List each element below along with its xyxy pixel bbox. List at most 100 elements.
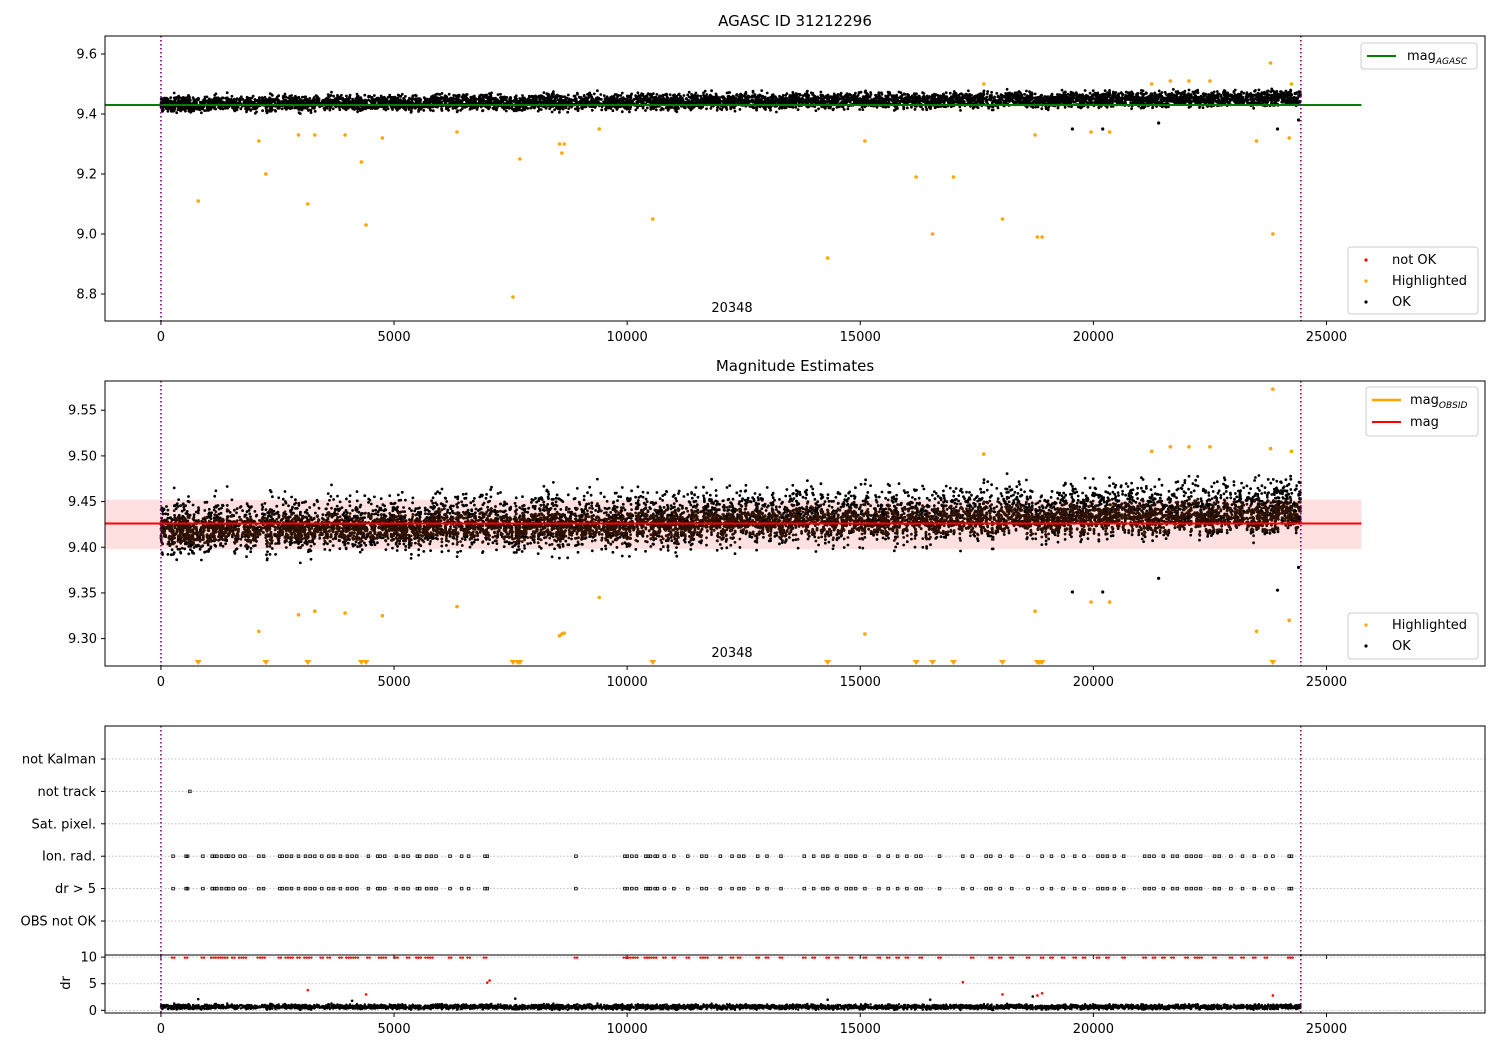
flags-category-label: not track: [37, 785, 96, 800]
flags-flag-point: [1026, 854, 1030, 858]
flags-flag-point: [886, 854, 890, 858]
flags-flag-point: [765, 854, 769, 858]
agasc-highlighted-point: [518, 157, 522, 161]
flags-flag-point: [1161, 854, 1166, 858]
flags-flag-point: [863, 886, 867, 891]
flags-flag-point: [630, 854, 634, 858]
magnitude-x-tick-label: 15000: [840, 675, 881, 690]
dr-outlier-point: [826, 998, 829, 1001]
agasc-highlighted-point: [1168, 79, 1173, 83]
dr-ok-points: [159, 1002, 1302, 1012]
dr-flagged-point: [920, 956, 924, 959]
flags-flag-point: [1189, 854, 1193, 858]
flags-flag-point: [1142, 886, 1147, 891]
flags-flag-point: [1101, 886, 1105, 891]
flags-flag-point: [327, 886, 331, 891]
legend-label-ok: OK: [1392, 295, 1411, 310]
agasc-highlighted-point: [1035, 235, 1040, 239]
flags-flag-point: [378, 854, 382, 858]
agasc-ok-point: [1296, 118, 1301, 122]
flags-flag-point: [366, 886, 371, 891]
dr-flagged-point: [729, 956, 733, 959]
flags-flag-point: [811, 886, 816, 891]
dr-flagged-point: [384, 956, 388, 959]
dr-flagged-point: [848, 956, 851, 959]
flags-flag-point: [1184, 886, 1189, 891]
dr-flagged-point: [1286, 956, 1290, 959]
agasc-y-tick-label: 8.8: [76, 288, 97, 303]
agasc-highlighted-point: [264, 172, 268, 176]
dr-flagged-point: [1254, 956, 1257, 959]
flags-flag-point: [630, 886, 634, 891]
flags-flag-point: [338, 854, 343, 858]
dr-flagged-point: [990, 956, 994, 959]
flags-flag-point: [844, 886, 848, 891]
dr-flagged-point: [862, 956, 865, 959]
dr-flagged-point: [1009, 956, 1012, 959]
dr-flagged-extra-point: [306, 988, 310, 992]
dr-flagged-point: [1123, 956, 1127, 959]
flags-flag-point: [226, 886, 231, 891]
flags-flag-point: [849, 886, 853, 891]
legend-entry-mag-agasc: magAGASC: [1407, 49, 1468, 67]
flags-flag-point: [466, 886, 471, 891]
dr-flagged-point: [214, 956, 217, 959]
flags-flag-point: [1212, 886, 1217, 891]
dr-flagged-point: [736, 956, 740, 959]
agasc-panel-title: AGASC ID 31212296: [718, 12, 872, 30]
flags-flag-point: [1049, 886, 1054, 891]
flags-flag-point: [1152, 886, 1156, 891]
flags-flag-point: [296, 886, 301, 891]
agasc-highlighted-point: [359, 160, 364, 164]
dr-flagged-point: [1214, 956, 1217, 959]
magnitude-ok-point: [1296, 565, 1301, 569]
dr-flagged-point: [417, 956, 420, 959]
legend-frame: [1347, 246, 1479, 315]
dr-flagged-point: [1230, 956, 1234, 959]
flags-flag-point: [238, 854, 242, 858]
flags-flag-point: [700, 854, 704, 858]
flags-flag-point: [821, 854, 825, 858]
agasc-highlighted-point: [1033, 133, 1037, 137]
flags-flag-point: [574, 854, 578, 858]
dr-flagged-point: [1170, 956, 1173, 959]
dr-flagged-point: [1184, 956, 1187, 959]
dr-flagged-point: [345, 956, 348, 959]
dr-flagged-point: [321, 956, 325, 959]
flags-flag-point: [280, 854, 284, 858]
magnitude-y-tick-label: 9.30: [68, 632, 97, 647]
flags-flag-point: [394, 854, 399, 858]
flags-flag-point: [742, 854, 746, 858]
flags-flag-point: [1240, 854, 1245, 858]
legend-label-ok: OK: [1392, 639, 1411, 654]
magnitude-highlighted-point: [982, 452, 986, 456]
dr-flagged-point: [209, 956, 213, 959]
dr-flagged-point: [393, 956, 397, 959]
dr-flagged-point: [813, 956, 817, 959]
dr-flagged-point: [827, 956, 831, 959]
dr-flagged-point: [1095, 956, 1099, 959]
legend-entry-mag-obsid: magOBSID: [1410, 393, 1468, 411]
flags-flag-point: [730, 854, 734, 858]
dr-outlier-point: [928, 998, 932, 1001]
flags-flag-point: [1170, 886, 1175, 891]
agasc-x-tick-label: 20000: [1073, 330, 1114, 345]
legend-marker-ok: [1364, 644, 1368, 648]
dr-flagged-point: [1074, 956, 1078, 959]
dr-flagged-point: [244, 956, 248, 959]
dr-flagged-point: [1107, 956, 1110, 959]
flags-flag-point: [1010, 886, 1014, 891]
magnitude-off-scale-marker: [912, 660, 920, 665]
flags-flag-point: [231, 886, 235, 891]
magnitude-plot-area: 0 5000 10000 15000 20000 25000 9.30 9.35 9.40 9.4…: [68, 380, 1486, 690]
dr-flagged-point: [876, 956, 879, 959]
magnitude-highlighted-point: [1149, 449, 1154, 454]
dr-flagged-point: [918, 956, 921, 959]
agasc-highlighted-point: [1287, 136, 1291, 140]
flags-flag-point: [1147, 854, 1152, 858]
dr-flagged-point: [319, 956, 322, 959]
flags-flag-point: [1121, 854, 1126, 858]
flags-flag-point: [350, 886, 354, 891]
dr-flagged-point: [482, 956, 485, 959]
